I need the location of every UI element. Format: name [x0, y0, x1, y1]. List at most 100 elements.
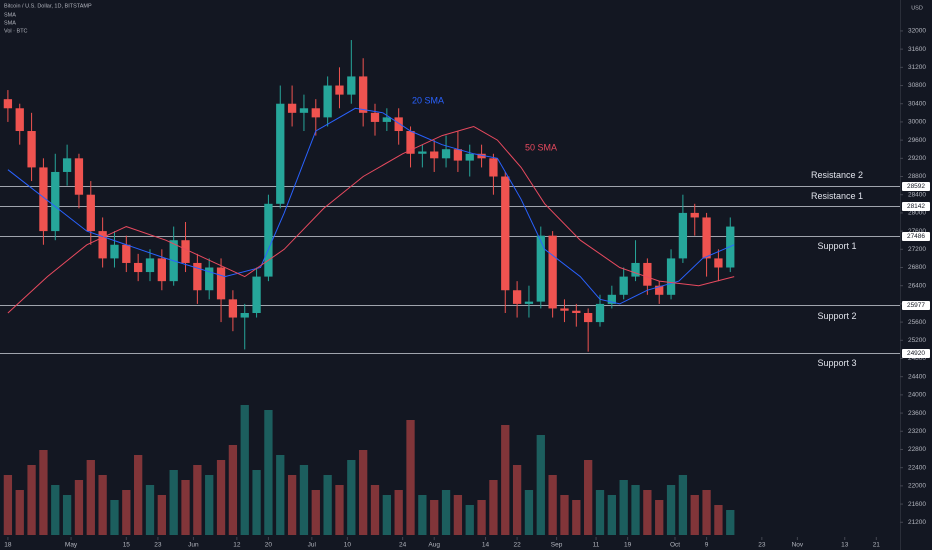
y-tick-label: 22800 [908, 446, 926, 453]
y-tick-label: 28000 [908, 210, 926, 217]
level-value: 24920 [907, 350, 925, 357]
indicator-label: Vol · BTC [4, 28, 28, 34]
y-tick-label: 29600 [908, 137, 926, 144]
volume-bar [584, 460, 593, 535]
volume-bar [572, 500, 581, 535]
level-value: 27486 [907, 233, 925, 240]
y-tick-label: 24000 [908, 392, 926, 399]
volume-bar [406, 420, 415, 535]
volume-bar [252, 470, 261, 535]
volume-bar [276, 455, 285, 535]
level-value: 25977 [907, 302, 925, 309]
level-name: Resistance 2 [811, 170, 863, 180]
volume-bar [370, 485, 380, 535]
x-tick-label: 12 [233, 542, 241, 549]
x-tick-label: Nov [792, 542, 804, 549]
volume-bar [27, 465, 36, 535]
volume-bar [264, 410, 273, 535]
candle-body [453, 149, 463, 161]
volume-bar [193, 465, 202, 535]
volume-bar [382, 495, 391, 535]
x-tick-label: 9 [705, 542, 709, 549]
volume-bar [441, 490, 451, 535]
candle-body [299, 108, 309, 113]
x-tick-label: 19 [624, 542, 632, 549]
candle-body [441, 149, 451, 159]
level-value: 28592 [907, 183, 925, 190]
candle-body [74, 158, 84, 195]
volume-bar [548, 475, 557, 535]
candle-body [512, 290, 522, 304]
x-tick-label: Jul [308, 542, 317, 549]
volume-bar [205, 475, 214, 535]
candle-body [252, 276, 261, 313]
candle-body [465, 153, 474, 161]
volume-bar [607, 495, 616, 535]
volume-bar [51, 485, 60, 535]
volume-bar [335, 485, 344, 535]
candle-body [430, 151, 439, 159]
volume-bar [619, 480, 628, 535]
level-name: Resistance 1 [811, 191, 863, 201]
volume-bar [181, 480, 190, 535]
y-tick-label: 29200 [908, 155, 926, 162]
candle-body [370, 112, 380, 122]
indicator-label: SMA [4, 12, 16, 18]
y-tick-label: 31600 [908, 46, 926, 53]
volume-bar [240, 405, 249, 535]
candle-body [394, 117, 403, 132]
candle-body [287, 103, 297, 113]
volume-bar [631, 485, 640, 535]
volume-bar [98, 475, 107, 535]
volume-bar [228, 445, 238, 535]
candle-body [489, 158, 498, 177]
volume-bar [726, 510, 735, 535]
candle-body [122, 244, 131, 263]
candle-body [382, 117, 391, 122]
volume-bar [536, 435, 545, 535]
volume-bar [169, 470, 178, 535]
y-tick-label: 24800 [908, 355, 926, 362]
volume-bar [15, 490, 24, 535]
level-badge [902, 232, 930, 241]
x-tick-label: 21 [873, 542, 881, 549]
x-tick-label: 11 [593, 542, 600, 549]
candle-body [134, 262, 143, 273]
candle-body [607, 294, 616, 304]
volume-bar [299, 465, 309, 535]
level-badge [902, 301, 930, 310]
candle-body [619, 276, 628, 295]
y-tick-label: 24400 [908, 373, 926, 380]
y-tick-label: 30400 [908, 100, 926, 107]
candle-body [216, 267, 226, 300]
candle-body [584, 312, 593, 323]
volume-bar [465, 505, 474, 535]
candle-body [714, 258, 723, 268]
candle-body [666, 258, 676, 295]
candle-body [276, 103, 285, 204]
x-tick-label: 13 [841, 542, 849, 549]
level-badge [902, 182, 930, 191]
volume-bar [702, 490, 711, 535]
y-tick-label: 21200 [908, 519, 926, 526]
volume-bar [690, 495, 699, 535]
y-tick-label: 26800 [908, 264, 926, 271]
y-tick-label: 28800 [908, 173, 926, 180]
volume-bar [287, 475, 297, 535]
indicator-label: SMA [4, 20, 16, 26]
volume-bar [655, 500, 664, 535]
y-tick-label: 22400 [908, 464, 926, 471]
candle-body [86, 194, 95, 232]
volume-bar [323, 475, 332, 535]
level-name: Support 1 [817, 241, 856, 251]
candle-body [572, 310, 581, 313]
candle-body [501, 176, 510, 291]
candle-body [15, 108, 24, 132]
candle-body [264, 203, 273, 277]
volume-bar [359, 450, 368, 535]
x-tick-label: 15 [123, 542, 131, 549]
y-tick-label: 31200 [908, 64, 926, 71]
candle-body [205, 267, 214, 291]
y-tick-label: 27200 [908, 246, 926, 253]
